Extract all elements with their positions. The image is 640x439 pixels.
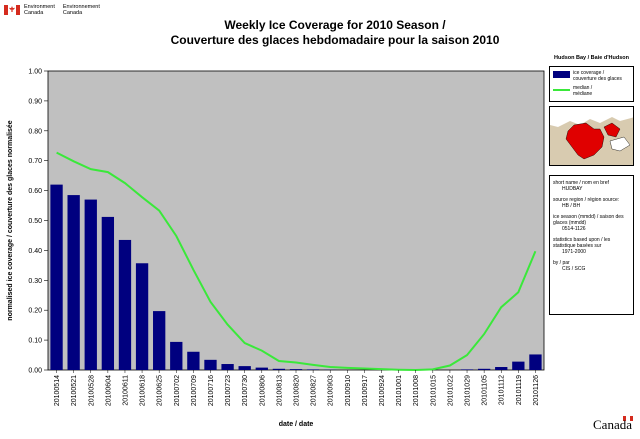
x-tick-label: 20100618 (140, 375, 147, 406)
x-tick-label: 20100514 (54, 375, 61, 406)
x-tick-label: 20101022 (447, 375, 454, 406)
bar-20100604 (101, 216, 115, 370)
x-tick-label: 20100730 (242, 375, 249, 406)
bar-20100827 (306, 369, 320, 370)
y-tick-label: 0.70 (28, 158, 42, 165)
x-tick-label: 20101015 (430, 375, 437, 406)
bar-20101112 (495, 367, 508, 370)
x-tick-label: 20100709 (191, 375, 198, 406)
legend-item-coverage: ice coverage / couverture des glaces (553, 70, 633, 82)
x-tick-label: 20100924 (379, 375, 386, 406)
legend-coverage-line1: ice coverage / (573, 70, 605, 76)
department-header: Environment Canada Environnement Canada (4, 4, 100, 18)
chart-legend: ice coverage / couverture des glaces med… (549, 66, 634, 102)
x-tick-label: 20100723 (225, 375, 232, 406)
y-tick-label: 0.60 (28, 188, 42, 195)
x-tick-label: 20100903 (328, 375, 335, 406)
bar-20101105 (477, 368, 491, 370)
bar-20100723 (221, 364, 234, 370)
bar-20100730 (238, 366, 251, 370)
region-heading: Hudson Bay / Baie d'Hudson (554, 55, 629, 61)
x-tick-label: 20100528 (88, 375, 95, 406)
x-tick-label: 20100813 (276, 375, 283, 406)
chart-title-line1: Weekly Ice Coverage for 2010 Season / (224, 18, 446, 32)
x-tick-label: 20100604 (105, 375, 112, 406)
legend-swatch-median (553, 89, 570, 91)
x-tick-label: 20101105 (482, 375, 489, 406)
y-tick-label: 0.40 (28, 248, 42, 255)
metadata-panel: short name / nom en bref HUDBAY source r… (549, 175, 634, 315)
x-tick-label: 20100625 (157, 375, 164, 406)
x-tick-label: 20100917 (362, 375, 369, 406)
legend-swatch-coverage (553, 71, 570, 78)
dept-en-line1: Environment (24, 4, 55, 10)
x-tick-label: 20100702 (174, 375, 181, 406)
x-tick-label: 20101112 (499, 375, 506, 405)
y-tick-label: 0.10 (28, 338, 42, 345)
bar-20100820 (289, 369, 303, 370)
dept-en-line2: Canada (24, 10, 44, 16)
x-tick-label: 20100611 (122, 375, 129, 406)
dept-fr-line1: Environnement (62, 4, 100, 10)
stats-basis-label: statistics based upon / les statistique … (553, 237, 611, 249)
short-name-value: HUDBAY (562, 186, 583, 192)
x-tick-label: 20101029 (465, 375, 472, 406)
department-name-en: Environment Canada (24, 4, 55, 16)
short-name-label: short name / nom en bref (553, 180, 609, 186)
y-tick-label: 0.20 (28, 308, 42, 315)
bar-20101126 (529, 354, 542, 370)
x-tick-label: 20100910 (345, 375, 352, 406)
y-axis-label: normalised ice coverage / couverture des… (7, 120, 14, 320)
chart-title-line2: Couverture des glaces hebdomadaire pour … (170, 33, 500, 47)
legend-coverage-line2: couverture des glaces (573, 75, 622, 82)
x-axis-label: date / date (279, 421, 314, 428)
legend-item-median: median / médiane (553, 85, 633, 97)
ice-season-value: 0514-1126 (562, 226, 586, 232)
author-label: by / par (553, 260, 570, 266)
bar-20100521 (67, 195, 80, 370)
canada-wordmark: Canada (593, 417, 632, 432)
legend-median-line2: médiane (573, 90, 593, 97)
x-tick-label: 20100716 (208, 375, 215, 406)
department-name-fr: Environnement Canada (63, 4, 100, 16)
canada-flag-icon (4, 5, 20, 15)
y-tick-label: 0.90 (28, 98, 42, 105)
bar-20100709 (187, 351, 200, 370)
x-tick-label: 20101001 (396, 375, 403, 406)
dept-fr-line2: Canada (62, 10, 83, 16)
wordmark-flag-icon (623, 416, 633, 421)
bar-20100514 (50, 184, 63, 370)
y-tick-label: 0.00 (28, 368, 42, 375)
x-tick-label: 20101008 (413, 375, 420, 406)
x-tick-label: 20100820 (294, 375, 301, 406)
bar-20100528 (84, 199, 97, 370)
bar-20100618 (135, 263, 149, 370)
bar-20101029 (460, 369, 474, 370)
y-tick-label: 0.50 (28, 218, 42, 225)
region-map (549, 106, 634, 166)
author-value: CIS / SCG (562, 266, 586, 272)
x-tick-label: 20100521 (71, 375, 78, 406)
ice-coverage-chart: 0.00 0.10 0.20 0.30 0.40 0.50 0.60 0.70 0.80 0.90… (7, 69, 545, 428)
ice-season-label: ice season (mmdd) / saison des glaces (m… (553, 214, 624, 226)
stats-basis-value: 1971-2000 (562, 249, 586, 255)
y-tick-label: 0.30 (28, 278, 42, 285)
source-region-value: HB / BH (562, 203, 581, 209)
bar-20100625 (153, 311, 166, 370)
x-tick-label: 20101119 (516, 375, 523, 405)
bar-20100813 (272, 368, 286, 370)
bar-20101119 (512, 361, 525, 370)
y-tick-label: 0.80 (28, 128, 42, 135)
x-tick-label: 20100827 (311, 375, 318, 406)
y-tick-label: 1.00 (28, 69, 42, 76)
bar-20100702 (170, 341, 183, 370)
bar-20100611 (118, 239, 132, 370)
median-line (56, 151, 537, 372)
source-region-label: source region / région source: (553, 197, 620, 203)
x-tick-label: 20101126 (533, 375, 540, 406)
x-tick-label: 20100806 (259, 375, 266, 406)
bar-20100806 (255, 367, 268, 370)
bar-20100716 (204, 359, 217, 370)
legend-median-line1: median / (573, 85, 593, 91)
